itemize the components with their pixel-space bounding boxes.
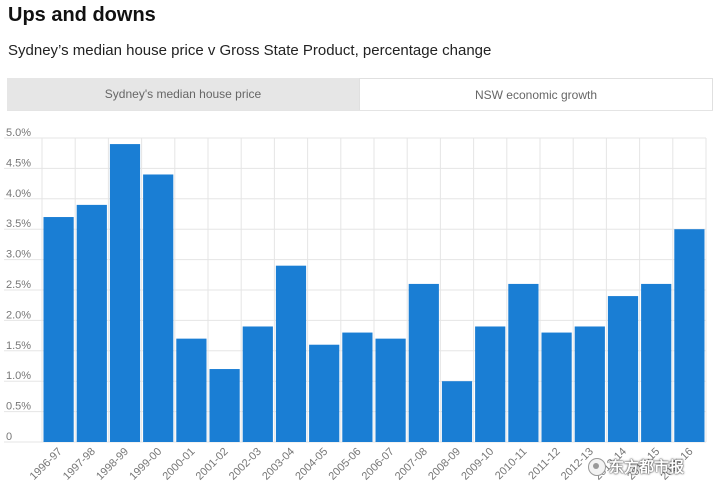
- bar: [342, 332, 373, 442]
- x-tick-label: 2003-04: [260, 446, 297, 483]
- x-tick-label: 2002-03: [227, 446, 264, 483]
- x-tick-label: 2009-10: [459, 446, 496, 483]
- x-tick-label: 2006-07: [360, 446, 397, 483]
- x-tick-label: 2011-12: [526, 446, 562, 482]
- y-tick-label: 5.0%: [6, 127, 31, 139]
- bar: [641, 283, 672, 442]
- bar: [176, 338, 207, 442]
- watermark-text: 东方都市报: [609, 459, 685, 476]
- y-tick-label: 4.5%: [6, 157, 31, 169]
- x-tick-label: 2007-08: [393, 446, 430, 483]
- tab-house-price[interactable]: Sydney's median house price: [7, 78, 359, 110]
- bar: [541, 332, 572, 442]
- bar: [408, 283, 439, 442]
- x-tick-label: 1999-00: [127, 446, 164, 483]
- tab-economic-growth[interactable]: NSW economic growth: [359, 78, 713, 110]
- bar: [674, 229, 705, 442]
- bar: [242, 326, 273, 442]
- bar: [143, 174, 174, 443]
- bar: [76, 204, 107, 442]
- y-tick-label: 3.5%: [6, 218, 31, 230]
- tab-bar: Sydney's median house price NSW economic…: [7, 78, 713, 111]
- y-tick-label: 3.0%: [6, 249, 31, 261]
- bar-chart: 0 0.5% 1.0% 1.5% 2.0% 2.5% 3.0% 3.5% 4.0% 4.5% 5.0…: [4, 127, 707, 483]
- x-tick-label: 2000-01: [160, 446, 197, 483]
- bar: [475, 326, 506, 442]
- x-tick-label: 2001-02: [194, 446, 231, 483]
- bar: [607, 296, 639, 442]
- y-tick-label: 0: [6, 431, 12, 443]
- watermark: 东方都市报: [588, 456, 684, 477]
- bar: [209, 369, 240, 442]
- x-tick-label: 2005-06: [326, 446, 363, 483]
- x-tick-label: 1997-98: [61, 446, 98, 483]
- x-tick-label: 2010-11: [493, 446, 529, 482]
- y-tick-label: 1.5%: [6, 340, 31, 352]
- x-tick-label: 2008-09: [426, 446, 463, 483]
- x-tick-label: 2004-05: [293, 446, 330, 483]
- y-tick-label: 1.0%: [6, 370, 31, 382]
- bar: [574, 326, 605, 442]
- y-tick-label: 0.5%: [6, 401, 31, 413]
- bar: [508, 283, 539, 442]
- bar: [109, 144, 141, 442]
- bar: [309, 344, 340, 442]
- chart-subtitle: Sydney’s median house price v Gross Stat…: [8, 42, 492, 59]
- bar: [275, 265, 307, 442]
- x-tick-label: 1996-97: [28, 446, 65, 483]
- bar: [375, 338, 406, 442]
- wechat-icon: [588, 457, 606, 476]
- bar: [43, 217, 74, 442]
- y-tick-label: 2.0%: [6, 309, 31, 321]
- bar: [441, 381, 473, 442]
- chart-title: Ups and downs: [8, 4, 156, 26]
- y-tick-label: 4.0%: [6, 188, 31, 200]
- y-tick-label: 2.5%: [6, 279, 31, 291]
- x-tick-label: 1998-99: [94, 446, 131, 483]
